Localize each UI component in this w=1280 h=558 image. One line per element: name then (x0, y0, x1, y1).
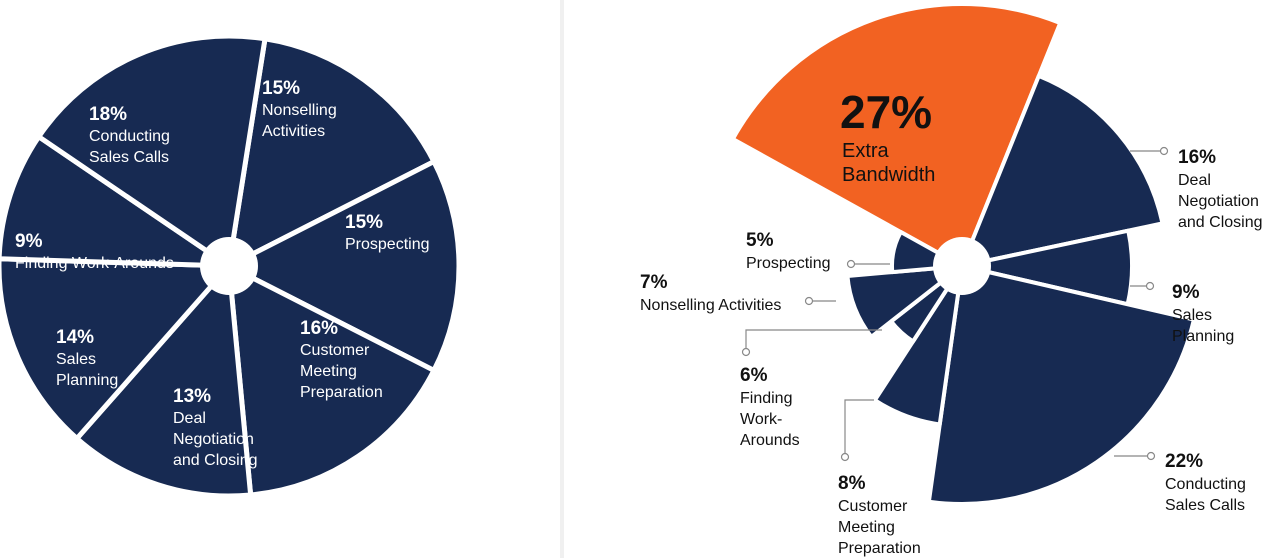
pie-slice-deal-negotiation-and-closing (74, 263, 254, 499)
slice-label-finding-work-arounds: 6% Finding Work- Arounds (740, 329, 882, 449)
slice-label-nonselling-activities: 15% Nonselling Activities (262, 78, 337, 140)
slice-category-label: Planning (56, 372, 118, 389)
slice-value-label: 7% (640, 272, 668, 293)
slice-label-prospecting: 15% Prospecting (345, 212, 430, 253)
slice-category-label: Planning (1172, 328, 1234, 345)
slice-category-label: Work- (740, 411, 782, 428)
slice-value-label: 27% (840, 86, 932, 138)
right-chart-panel: 27% Extra Bandwidth 16% Deal Negotiation and C… (564, 0, 1280, 558)
pie-center-hole (200, 237, 258, 295)
slice-label-conducting-sales-calls: 18% Conducting Sales Calls (89, 104, 170, 166)
slice-value-label: 9% (15, 231, 43, 252)
slice-category-label: Deal (1178, 172, 1211, 189)
slice-label-deal-negotiation-and-closing: 13% Deal Negotiation and Closing (173, 386, 258, 469)
slice-value-label: 14% (56, 327, 94, 348)
slice-label-customer-meeting-preparation: 16% Customer Meeting Preparation (300, 318, 383, 401)
slice-value-label: 16% (1178, 147, 1216, 168)
slice-value-label: 18% (89, 104, 127, 125)
slice-label-customer-meeting-preparation: 8% Customer Meeting Preparation (838, 399, 921, 557)
leader-dot (1146, 451, 1156, 461)
slice-category-label: Sales Calls (89, 149, 169, 166)
polar-center-hole (933, 237, 991, 295)
leader-dot (804, 296, 814, 306)
slice-category-label: Deal (173, 410, 206, 427)
time-allocation-pie-chart: 15% Nonselling Activities 15% Prospecting 16%… (0, 33, 462, 499)
slice-category-label: Preparation (300, 384, 383, 401)
pie-slice-customer-meeting-preparation (226, 263, 437, 498)
slice-category-label: Finding (740, 390, 792, 407)
slice-category-label: Conducting (89, 128, 170, 145)
slice-category-label: Meeting (838, 519, 895, 536)
slice-category-label: Customer (300, 342, 370, 359)
slice-category-label: Nonselling (262, 102, 337, 119)
slice-value-label: 22% (1165, 451, 1203, 472)
slice-category-label: Extra (842, 140, 890, 162)
polar-slice-nonselling-activities (845, 264, 964, 339)
leader-dot (840, 452, 850, 462)
slice-label-conducting-sales-calls: 22% Conducting Sales Calls (1114, 451, 1246, 514)
slice-category-label: Conducting (1165, 476, 1246, 493)
left-chart-panel: 15% Nonselling Activities 15% Prospecting 16%… (0, 0, 560, 558)
slice-category-label: Finding Work-Arounds (15, 255, 174, 272)
slice-label-prospecting: 5% Prospecting (746, 230, 890, 272)
slice-category-label: Activities (262, 123, 325, 140)
leader-line (844, 399, 874, 457)
slice-label-sales-planning: 9% Sales Planning (1130, 281, 1234, 345)
slice-category-label: Nonselling Activities (640, 297, 781, 314)
polar-slice-deal-negotiation-and-closing (960, 73, 1165, 268)
polar-slice-customer-meeting-preparation (872, 264, 964, 427)
slice-label-nonselling-activities: 7% Nonselling Activities (640, 272, 836, 314)
slice-category-label: Sales (56, 351, 96, 368)
slice-category-label: Sales (1172, 307, 1212, 324)
slice-label-deal-negotiation-and-closing: 16% Deal Negotiation and Closing (1130, 146, 1263, 231)
slice-label-finding-work-arounds: 9% Finding Work-Arounds (15, 231, 174, 272)
pie-slice-prospecting (226, 159, 462, 373)
slice-value-label: 16% (300, 318, 338, 339)
slice-category-label: Prospecting (746, 255, 831, 272)
slice-category-label: Customer (838, 498, 908, 515)
slice-category-label: Negotiation (173, 431, 254, 448)
slice-category-label: Preparation (838, 540, 921, 557)
leader-dot (1159, 146, 1169, 156)
slice-category-label: Meeting (300, 363, 357, 380)
polar-slice-extra-bandwidth (730, 2, 1063, 268)
slice-value-label: 5% (746, 230, 774, 251)
slice-category-label: Sales Calls (1165, 497, 1245, 514)
slice-value-label: 6% (740, 365, 768, 386)
leader-dot (741, 347, 751, 357)
pie-slice-sales-planning (0, 256, 232, 442)
slice-value-label: 8% (838, 473, 866, 494)
slice-category-label: Negotiation (1178, 193, 1259, 210)
slice-category-label: Prospecting (345, 236, 430, 253)
polar-slice-conducting-sales-calls (926, 264, 1196, 506)
pie-slice-finding-work-arounds (0, 134, 232, 269)
pie-slice-nonselling-activities (226, 36, 437, 269)
leader-dot (1145, 281, 1155, 291)
slice-label-sales-planning: 14% Sales Planning (56, 327, 118, 389)
slice-category-label: and Closing (1178, 214, 1263, 231)
slice-value-label: 15% (262, 78, 300, 99)
leader-line (745, 329, 882, 352)
leader-dot (846, 259, 856, 269)
slice-category-label: and Closing (173, 452, 258, 469)
slice-category-label: Arounds (740, 432, 800, 449)
slice-category-label: Bandwidth (842, 164, 935, 186)
slice-value-label: 9% (1172, 282, 1200, 303)
pie-slice-conducting-sales-calls (36, 33, 268, 269)
slice-value-label: 13% (173, 386, 211, 407)
slice-value-label: 15% (345, 212, 383, 233)
